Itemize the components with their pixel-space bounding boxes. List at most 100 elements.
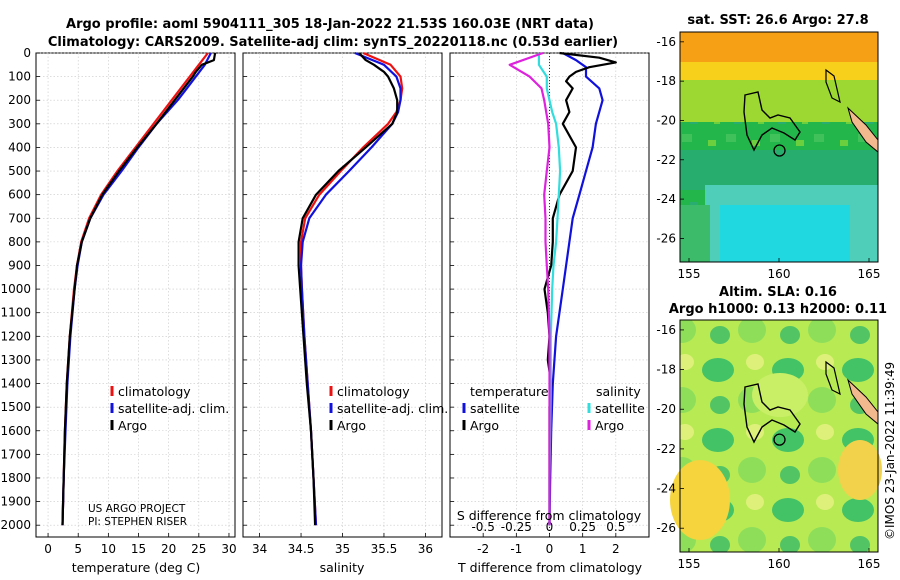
sst-island-outline [743, 91, 801, 152]
depth-tick-label: 600 [8, 188, 31, 202]
x-tick-label: 5 [74, 542, 82, 556]
map-y-tick-label: -16 [656, 35, 676, 49]
credit-project: US ARGO PROJECT [88, 503, 186, 515]
salinity-panel: 34 34.5 35 35.5 36 [242, 51, 443, 556]
sla-map-axes: 155 160 165 -16 -18 -20 -22 -24 -26 [656, 323, 880, 571]
legend-label-argo: Argo [118, 418, 147, 433]
map-y-tick-label: -20 [656, 113, 676, 127]
argo-line [61, 52, 217, 526]
map-x-tick-label: 155 [678, 267, 701, 281]
x-tick-label: 36 [418, 542, 433, 556]
depth-tick-label: 700 [8, 211, 31, 225]
temperature-plot-frame [35, 52, 236, 538]
salinity-legend: climatology satellite-adj. clim. Argo [329, 384, 448, 433]
depth-tick-label: 1700 [0, 447, 31, 461]
figure-title-line1: Argo profile: aoml 5904111_305 18-Jan-20… [66, 17, 594, 32]
x-tick-label: 10 [101, 542, 116, 556]
sla-map-title-line2: Argo h1000: 0.13 h2000: 0.11 [669, 302, 887, 317]
t-difference-xlabel: T difference from climatology [457, 560, 643, 575]
sst-profile-location-marker [773, 144, 786, 157]
depth-tick-label: 1000 [0, 282, 31, 296]
sst-map-title: sat. SST: 26.6 Argo: 27.8 [687, 13, 868, 28]
sst-west-zone [680, 205, 710, 262]
depth-tick-label: 500 [8, 164, 31, 178]
x-tick-label: 34 [252, 542, 267, 556]
t-diff-satellite-line [548, 52, 604, 526]
legend-label-argo: Argo [337, 418, 366, 433]
map-x-tick-label: 160 [768, 267, 791, 281]
s-difference-xlabel: S difference from climatology [457, 508, 642, 523]
map-y-tick-label: -24 [656, 482, 676, 496]
x-tick-label: 0 [546, 542, 554, 556]
argo-line [297, 52, 399, 526]
sst-map [679, 31, 879, 263]
temperature-panel: 0 5 10 15 20 25 30 [35, 52, 237, 556]
sla-profile-location-marker [773, 433, 786, 446]
sst-yellow-band [680, 62, 878, 84]
figure-title-line2: Climatology: CARS2009. Satellite-adj cli… [48, 35, 618, 50]
timestamp-label: ©IMOS 23-Jan-2022 11:39:49 [883, 362, 897, 540]
credit-pi: PI: STEPHEN RISER [88, 516, 187, 528]
depth-tick-label: 900 [8, 258, 31, 272]
depth-tick-label: 1600 [0, 424, 31, 438]
legend-label-s-satellite: satellite [595, 401, 645, 416]
depth-tick-label: 2000 [0, 518, 31, 532]
difference-temperature-legend: temperature satellite Argo [462, 384, 549, 433]
depth-tick-label: 400 [8, 140, 31, 154]
legend-title-salinity: salinity [596, 384, 641, 399]
depth-axis: 0 100 200 300 400 500 600 700 800 900 1000 1100 1200… [0, 46, 31, 532]
depth-tick-label: 100 [8, 70, 31, 84]
legend-label-climatology: climatology [337, 384, 410, 399]
difference-salinity-legend: salinity satellite Argo [587, 384, 645, 433]
sst-cool-zone [720, 205, 850, 262]
depth-tick-label: 1800 [0, 471, 31, 485]
sla-high-zone [838, 440, 882, 500]
map-y-tick-label: -20 [656, 402, 676, 416]
map-y-tick-label: -22 [656, 153, 676, 167]
top-x-tick-label: 0.25 [569, 520, 596, 534]
depth-tick-label: 1100 [0, 306, 31, 320]
sla-map-title-line1: Altim. SLA: 0.16 [719, 285, 837, 300]
depth-tick-label: 800 [8, 235, 31, 249]
legend-label-satellite: satellite-adj. clim. [337, 401, 448, 416]
x-tick-label: 2 [612, 542, 620, 556]
x-tick-label: 1 [579, 542, 587, 556]
x-tick-label: 0 [44, 542, 52, 556]
depth-tick-label: 300 [8, 117, 31, 131]
map-x-tick-label: 155 [678, 557, 701, 571]
difference-panel: -2 -1 0 1 2-0.5 -0.25 0 0.25 0.5 [449, 51, 650, 556]
depth-tick-label: 200 [8, 93, 31, 107]
x-tick-label: 30 [221, 542, 236, 556]
map-y-tick-label: -18 [656, 363, 676, 377]
legend-label-satellite: satellite-adj. clim. [118, 401, 229, 416]
legend-label-t-argo: Argo [470, 418, 499, 433]
depth-tick-label: 1900 [0, 495, 31, 509]
x-tick-label: 15 [131, 542, 146, 556]
depth-tick-label: 0 [23, 46, 31, 60]
sla-high-zone [670, 460, 730, 540]
top-x-tick-label: -0.5 [471, 520, 494, 534]
depth-tick-label: 1300 [0, 353, 31, 367]
temperature-legend: climatology satellite-adj. clim. Argo [110, 384, 229, 433]
depth-tick-label: 1500 [0, 400, 31, 414]
sla-island-outline [743, 383, 801, 444]
sst-warm-band [680, 32, 878, 66]
top-x-tick-label: -0.25 [501, 520, 532, 534]
x-tick-label: 20 [161, 542, 176, 556]
map-y-tick-label: -24 [656, 192, 676, 206]
sst-map-axes: 155 160 165 -16 -18 -20 -22 -24 -26 [656, 35, 880, 281]
x-tick-label: 25 [191, 542, 206, 556]
map-x-tick-label: 165 [858, 557, 881, 571]
salinity-xlabel: salinity [320, 560, 365, 575]
x-tick-label: 34.5 [288, 542, 315, 556]
map-y-tick-label: -16 [656, 323, 676, 337]
temperature-xlabel: temperature (deg C) [72, 560, 201, 575]
map-y-tick-label: -26 [656, 231, 676, 245]
x-tick-label: 35.5 [371, 542, 398, 556]
legend-label-t-satellite: satellite [470, 401, 520, 416]
legend-label-s-argo: Argo [595, 418, 624, 433]
sst-teal-band [680, 150, 878, 190]
depth-tick-label: 1400 [0, 377, 31, 391]
s-diff-satellite-line [537, 53, 562, 526]
